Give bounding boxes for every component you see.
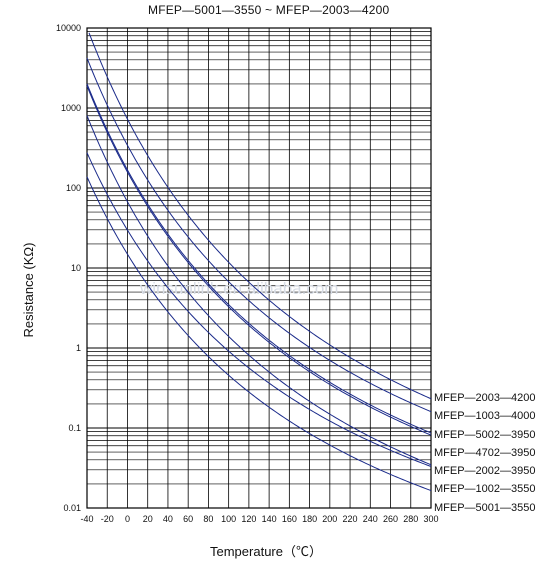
series-line-5 bbox=[86, 115, 432, 466]
x-tick-label: 280 bbox=[403, 514, 418, 524]
series-line-4 bbox=[86, 85, 432, 436]
legend-entry: MFEP—1002—3550 bbox=[434, 483, 536, 495]
y-axis-label: Resistance (KΩ) bbox=[21, 243, 36, 338]
plot-frame bbox=[86, 27, 432, 509]
y-tick-label: 10 bbox=[71, 263, 81, 273]
x-tick-label: 140 bbox=[262, 514, 277, 524]
x-tick-label: 20 bbox=[143, 514, 153, 524]
legend-entry: MFEP—5002—3950 bbox=[434, 429, 536, 441]
x-tick-label: 40 bbox=[163, 514, 173, 524]
chart-grid bbox=[86, 27, 432, 509]
legend-entry: MFEP—5001—3550 bbox=[434, 502, 536, 514]
x-tick-label: -40 bbox=[80, 514, 93, 524]
x-tick-label: -20 bbox=[101, 514, 114, 524]
x-tick-label: 220 bbox=[343, 514, 358, 524]
chart-title-text: MFEP—5001—3550 ~ MFEP—2003—4200 bbox=[148, 3, 390, 17]
x-tick-label: 300 bbox=[423, 514, 438, 524]
x-tick-label: 60 bbox=[183, 514, 193, 524]
x-tick-label: 100 bbox=[221, 514, 236, 524]
y-tick-label: 10000 bbox=[56, 23, 81, 33]
legend: MFEP—2003—4200 MFEP—1003—4000 MFEP—5002—39… bbox=[434, 392, 536, 514]
x-tick-label: 0 bbox=[125, 514, 130, 524]
x-tick-label: 180 bbox=[302, 514, 317, 524]
y-tick-label: 100 bbox=[66, 183, 81, 193]
x-tick-label: 240 bbox=[363, 514, 378, 524]
x-tick-label: 120 bbox=[241, 514, 256, 524]
x-tick-label: 160 bbox=[282, 514, 297, 524]
y-tick-labels: 0.01 0.1 1 10 100 1000 10000 bbox=[56, 23, 81, 513]
y-tick-label: 1000 bbox=[61, 103, 81, 113]
legend-entry: MFEP—4702—3950 bbox=[434, 447, 536, 459]
y-tick-label: 0.1 bbox=[68, 423, 81, 433]
series-line-3 bbox=[86, 83, 432, 434]
y-tick-label: 0.01 bbox=[63, 503, 81, 513]
series-line-7 bbox=[86, 176, 432, 492]
x-tick-label: 260 bbox=[383, 514, 398, 524]
series-lines bbox=[86, 32, 432, 492]
x-axis-label: Temperature（℃） bbox=[210, 544, 322, 559]
y-tick-label: 1 bbox=[76, 343, 81, 353]
legend-entry: MFEP—2003—4200 bbox=[434, 392, 536, 404]
series-line-1 bbox=[88, 32, 432, 400]
series-line-6 bbox=[86, 152, 432, 467]
series-line-2 bbox=[86, 57, 432, 413]
x-tick-labels: -40 -20 0 20 40 60 80 100 120 140 160 180 200 220 240 2… bbox=[80, 514, 438, 524]
legend-entry: MFEP—2002—3950 bbox=[434, 465, 536, 477]
x-tick-label: 200 bbox=[322, 514, 337, 524]
legend-entry: MFEP—1003—4000 bbox=[434, 410, 536, 422]
x-tick-label: 80 bbox=[203, 514, 213, 524]
